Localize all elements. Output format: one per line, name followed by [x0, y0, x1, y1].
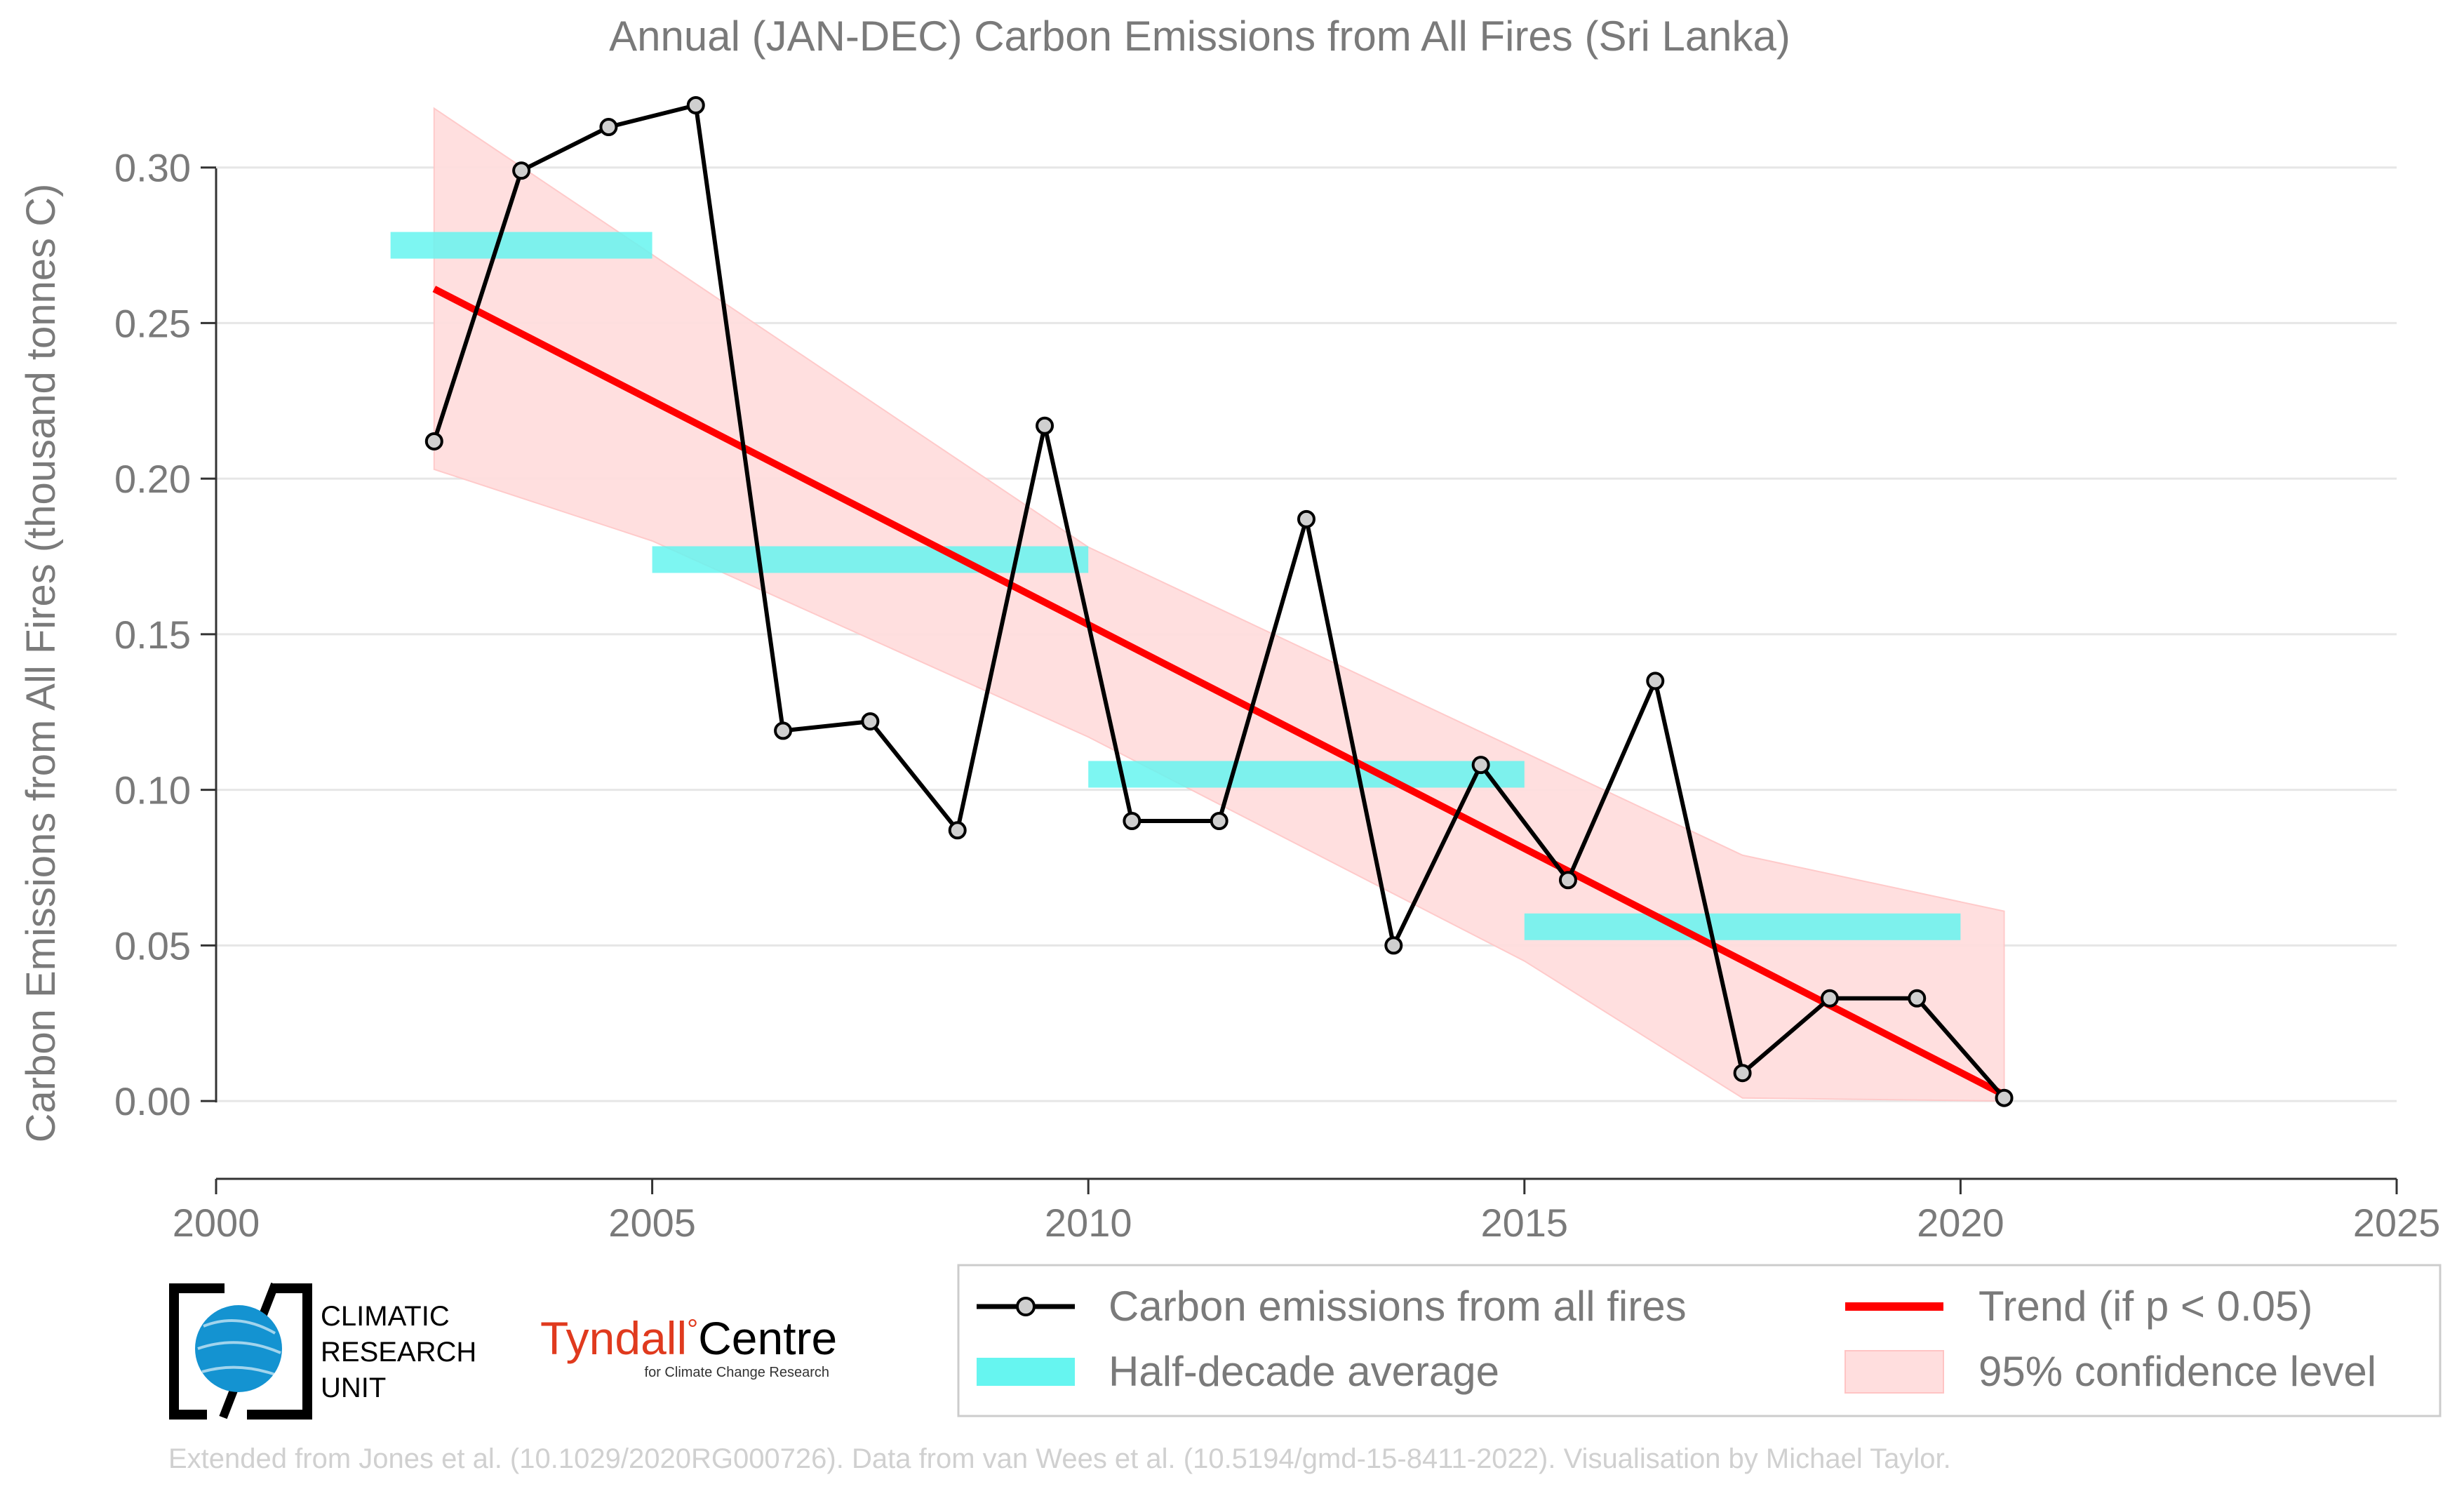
globe-icon: [195, 1305, 282, 1392]
x-tick-label: 2025: [2353, 1201, 2441, 1245]
legend-label-confidence: 95% confidence level: [1978, 1348, 2376, 1395]
y-tick-label: 0.00: [114, 1079, 191, 1123]
confidence-band: [433, 107, 2005, 1102]
series-point: [861, 712, 880, 731]
series-point: [1733, 1064, 1752, 1083]
x-tick-label: 2000: [173, 1201, 260, 1245]
legend-label-trend: Trend (if p < 0.05): [1978, 1283, 2312, 1330]
series-point: [1471, 756, 1490, 775]
legend-label-series: Carbon emissions from all fires: [1109, 1283, 1687, 1330]
series-point: [424, 432, 443, 450]
series-point: [1646, 672, 1665, 690]
series-point: [599, 118, 618, 137]
series-point: [1995, 1088, 2014, 1107]
y-axis-label: Carbon Emissions from All Fires (thousan…: [18, 184, 64, 1143]
series-point: [774, 721, 793, 740]
legend-swatch-series-marker: [1016, 1297, 1036, 1316]
series-point: [1908, 989, 1927, 1008]
y-tick-label: 0.10: [114, 768, 191, 813]
half-decade-bar: [652, 546, 1089, 573]
series-point: [1297, 509, 1315, 528]
y-tick-label: 0.25: [114, 301, 191, 345]
y-tick-label: 0.30: [114, 146, 191, 190]
half-decade-bar: [390, 232, 652, 259]
confidence-band-layer: [433, 107, 2005, 1102]
series-layer: [424, 96, 2014, 1107]
tyndall-name: Tyndall°Centre: [540, 1312, 837, 1364]
tick-label-layer: 0.00 0.05 0.10 0.15 0.20 0.25 0.30 2000 2005 2010…: [114, 146, 2440, 1245]
trend-layer: [432, 286, 2006, 1098]
axis-layer: [201, 166, 2398, 1194]
x-tick-label: 2010: [1045, 1201, 1132, 1245]
legend-swatch-confidence: [1844, 1350, 1944, 1394]
x-tick-label: 2015: [1481, 1201, 1569, 1245]
cru-frame: [169, 1283, 312, 1420]
series-point: [1384, 936, 1403, 955]
series-point: [1210, 812, 1228, 830]
tyndall-name-part1: Tyndall: [540, 1312, 687, 1364]
cru-text-line-3: UNIT: [321, 1373, 386, 1403]
cru-text-line-2: RESEARCH: [321, 1337, 476, 1368]
x-tick-label: 2005: [608, 1201, 696, 1245]
tyndall-name-part2: Centre: [698, 1312, 837, 1364]
tyndall-degree: °: [687, 1314, 698, 1345]
chart-title: Annual (JAN-DEC) Carbon Emissions from A…: [609, 13, 1790, 60]
y-tick-label: 0.15: [114, 613, 191, 657]
tyndall-logo: Tyndall°Centre for Climate Change Resear…: [540, 1312, 837, 1380]
series-point: [1820, 989, 1839, 1008]
tyndall-subtitle: for Climate Change Research: [645, 1365, 829, 1380]
series-point: [1558, 871, 1577, 890]
y-tick-label: 0.20: [114, 457, 191, 501]
footer-credit: Extended from Jones et al. (10.1029/2020…: [168, 1443, 1951, 1474]
series-point: [1036, 416, 1054, 435]
series-point: [1123, 812, 1141, 830]
legend-swatch-half-decade: [977, 1358, 1075, 1386]
cru-logo: CLIMATIC RESEARCH UNIT: [169, 1282, 476, 1420]
series-point: [948, 821, 967, 840]
trend-line: [432, 286, 2006, 1098]
series-point: [512, 161, 531, 180]
legend-label-half-decade: Half-decade average: [1109, 1348, 1499, 1395]
half-decade-bar: [1088, 761, 1525, 788]
half-decade-bar: [1524, 913, 1961, 940]
legend: Carbon emissions from all fires Half-dec…: [957, 1264, 2442, 1417]
cru-text-line-1: CLIMATIC: [321, 1301, 450, 1332]
y-tick-label: 0.05: [114, 923, 191, 968]
legend-frame: [957, 1264, 2442, 1417]
x-tick-label: 2020: [1917, 1201, 2004, 1245]
series-point: [686, 96, 705, 114]
